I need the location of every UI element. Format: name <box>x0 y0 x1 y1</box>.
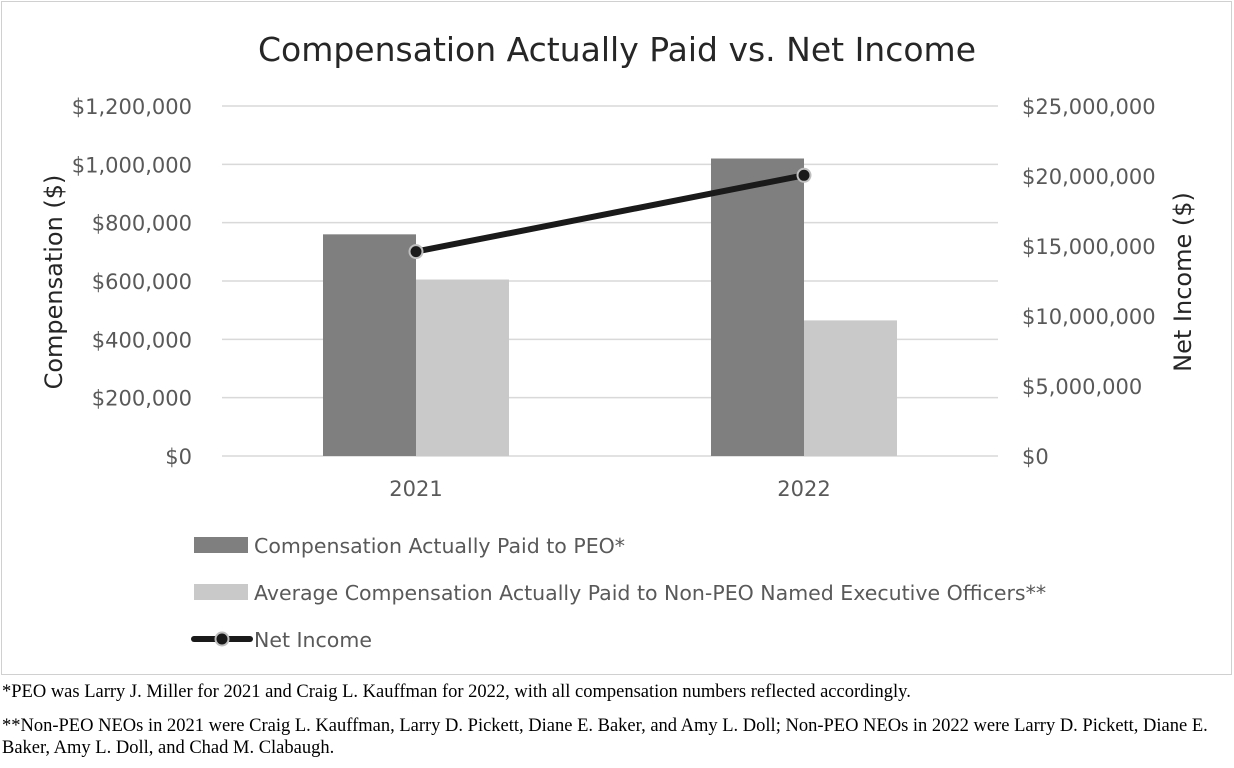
y-axis-right-title: Net Income ($) <box>1169 192 1197 372</box>
y-tick-label-left: $400,000 <box>92 328 192 352</box>
y-tick-label-right: $10,000,000 <box>1022 305 1156 329</box>
y-tick-label-right: $25,000,000 <box>1022 95 1156 119</box>
chart-title: Compensation Actually Paid vs. Net Incom… <box>258 30 976 69</box>
net-income-point-2022 <box>796 167 812 183</box>
net-income-series-line <box>413 172 807 255</box>
bars <box>323 158 897 456</box>
footnote-peo: *PEO was Larry J. Miller for 2021 and Cr… <box>2 682 911 702</box>
chart-frame <box>1 1 1232 675</box>
footnote-non-peo: **Non-PEO NEOs in 2021 were Craig L. Kau… <box>2 716 1208 758</box>
x-tick-label: 2021 <box>389 477 442 501</box>
bar-peo-2021 <box>323 234 416 456</box>
y-axis-left: $0 $200,000 $400,000 $600,000 $800,000 $1,000… <box>72 95 192 469</box>
y-axis-left-title: Compensation ($) <box>40 175 68 390</box>
legend: Compensation Actually Paid to PEO* Averag… <box>191 534 1046 652</box>
y-tick-label-left: $800,000 <box>92 212 192 236</box>
y-tick-label-left: $1,200,000 <box>72 95 192 119</box>
x-axis: 2021 2022 <box>389 477 830 501</box>
y-tick-label-left: $600,000 <box>92 270 192 294</box>
y-tick-label-left: $0 <box>165 445 192 469</box>
chart: Compensation Actually Paid vs. Net Incom… <box>40 30 1197 652</box>
y-axis-right: $0 $5,000,000 $10,000,000 $15,000,000 $20,00… <box>1022 95 1156 469</box>
y-tick-label-left: $200,000 <box>92 387 192 411</box>
x-tick-label: 2022 <box>777 477 830 501</box>
legend-swatch-peo <box>194 537 248 553</box>
y-tick-label-left: $1,000,000 <box>72 153 192 177</box>
legend-label: Compensation Actually Paid to PEO* <box>254 534 625 558</box>
y-tick-label-right: $0 <box>1022 445 1049 469</box>
legend-label: Average Compensation Actually Paid to No… <box>254 581 1046 605</box>
y-tick-label-right: $15,000,000 <box>1022 235 1156 259</box>
legend-swatch-non-peo <box>194 584 248 600</box>
y-tick-label-right: $20,000,000 <box>1022 165 1156 189</box>
net-income-point-2021 <box>408 244 424 260</box>
legend-label: Net Income <box>254 628 372 652</box>
bar-peo-2022 <box>711 158 804 456</box>
bar-non-peo-2022 <box>804 320 897 456</box>
legend-swatch-net-income-marker <box>214 631 230 647</box>
bar-non-peo-2021 <box>416 279 509 456</box>
y-tick-label-right: $5,000,000 <box>1022 375 1142 399</box>
net-income-line <box>408 167 812 260</box>
